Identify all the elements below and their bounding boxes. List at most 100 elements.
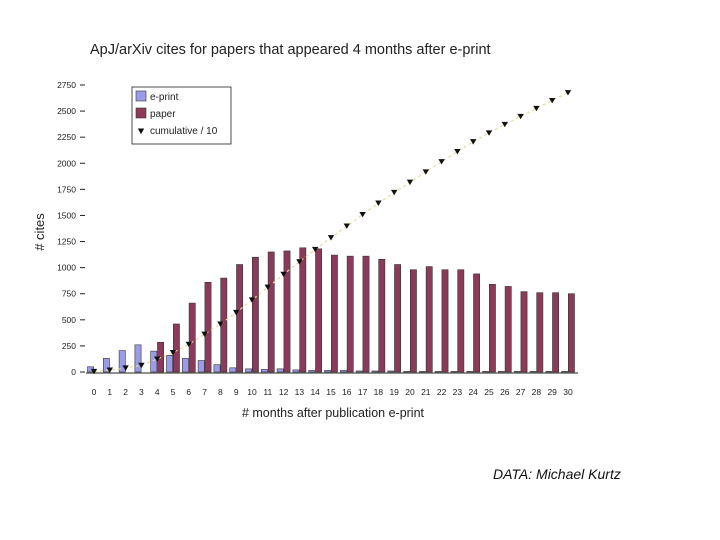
bar-paper [473, 273, 480, 373]
bar-paper [204, 281, 212, 373]
cumulative-marker [169, 349, 177, 356]
x-tick-label: 5 [171, 387, 176, 397]
cumulative-marker [517, 113, 524, 120]
legend-label: cumulative / 10 [150, 126, 218, 137]
x-tick-label: 26 [500, 387, 510, 397]
legend-swatch-paper [135, 107, 147, 119]
cumulative-marker [438, 159, 445, 165]
bar-paper [173, 323, 180, 373]
legend-marker-cumulative [137, 128, 145, 135]
chart-title: ApJ/arXiv cites for papers that appeared… [90, 42, 491, 58]
data-credit: DATA: Michael Kurtz [493, 466, 621, 482]
x-tick-label: 24 [468, 387, 478, 397]
cumulative-marker [422, 169, 429, 175]
bar-eprint [197, 360, 205, 373]
x-tick-label: 6 [186, 387, 191, 397]
legend-box [131, 86, 232, 145]
bar-paper [520, 291, 528, 373]
bar-eprint [166, 355, 173, 373]
x-axis: 0 1 2 3 4 5 6 7 8 9 10 11 12 13 14 15 16 17 18 19 20 21 22 23 24… [92, 387, 573, 397]
x-tick-label: 8 [218, 387, 223, 397]
bar-paper [409, 269, 417, 373]
bar-eprint [213, 364, 221, 373]
legend-label: e-print [150, 92, 179, 103]
x-tick-label: 3 [139, 387, 144, 397]
legend: e-print paper cumulative / 10 [131, 86, 232, 145]
bar-paper [536, 292, 544, 373]
y-tick-label: 0 [71, 367, 76, 377]
x-tick-label: 20 [405, 387, 415, 397]
x-tick-label: 13 [295, 387, 305, 397]
x-tick-label: 16 [342, 387, 352, 397]
bar-paper [488, 284, 496, 373]
bar-eprint [434, 371, 442, 373]
x-tick-label: 10 [247, 387, 257, 397]
x-tick-label: 28 [532, 387, 542, 397]
y-tick-label: 1750 [57, 184, 76, 194]
cumulative-marker [485, 130, 493, 136]
x-tick-label: 9 [234, 387, 239, 397]
cumulative-marker [138, 362, 145, 369]
bar-eprint [308, 370, 316, 373]
y-tick-label: 2750 [57, 80, 76, 90]
y-tick-label: 1250 [57, 237, 76, 247]
bar-eprint [450, 371, 458, 373]
y-tick-label: 2000 [57, 158, 76, 168]
cumulative-marker [280, 271, 287, 278]
bar-eprint [355, 370, 363, 373]
bar-eprint [150, 350, 158, 373]
bar-paper [552, 292, 559, 373]
cumulative-marker [533, 105, 540, 112]
bar-eprint [371, 370, 379, 373]
x-tick-label: 1 [107, 387, 112, 397]
cumulative-marker [106, 367, 113, 373]
bar-paper [425, 266, 433, 373]
bar-paper [504, 286, 512, 373]
x-tick-label: 14 [310, 387, 320, 397]
y-tick-label: 750 [62, 289, 76, 299]
bar-paper [394, 264, 401, 373]
bar-eprint [229, 367, 237, 373]
bar-eprint [260, 369, 268, 373]
cumulative-marker [122, 365, 129, 371]
bar-eprint [418, 371, 426, 373]
y-tick-label: 2500 [57, 106, 76, 116]
y-tick-label: 500 [62, 315, 76, 325]
bar-paper [267, 251, 275, 373]
bar-eprint [103, 358, 110, 373]
x-tick-label: 23 [453, 387, 463, 397]
x-tick-label: 7 [202, 387, 207, 397]
x-tick-label: 30 [563, 387, 573, 397]
bar-paper [188, 302, 196, 373]
bar-eprint [182, 358, 189, 373]
bar-eprint [529, 371, 537, 373]
x-axis-label: # months after publication e-print [242, 406, 425, 420]
legend-label: paper [150, 109, 176, 120]
x-tick-label: 21 [421, 387, 431, 397]
cumulative-marker [233, 309, 240, 316]
cumulative-marker [264, 284, 271, 291]
bar-paper [441, 269, 449, 373]
cumulative-marker [90, 368, 98, 375]
cumulative-marker [359, 212, 366, 218]
bar-eprint [482, 371, 489, 373]
cumulative-marker [248, 297, 256, 303]
bar-eprint [497, 371, 505, 373]
bar-paper [252, 256, 259, 373]
bar-paper [378, 258, 386, 373]
bar-eprint [118, 350, 126, 373]
cumulative-marker [375, 200, 382, 206]
x-tick-label: 0 [92, 387, 97, 397]
bar-paper [220, 277, 228, 373]
bar-eprint [387, 370, 395, 373]
y-axis: 0 250 500 750 1000 1250 1500 1750 2000 2250 2500 27… [57, 80, 85, 377]
bars [87, 247, 575, 373]
bar-paper [315, 248, 322, 373]
y-tick-label: 2250 [57, 132, 76, 142]
bar-eprint [513, 371, 521, 373]
bar-eprint [245, 368, 252, 373]
cumulative-marker [406, 179, 414, 186]
cumulative-marker [470, 139, 477, 145]
bar-paper [330, 254, 338, 373]
